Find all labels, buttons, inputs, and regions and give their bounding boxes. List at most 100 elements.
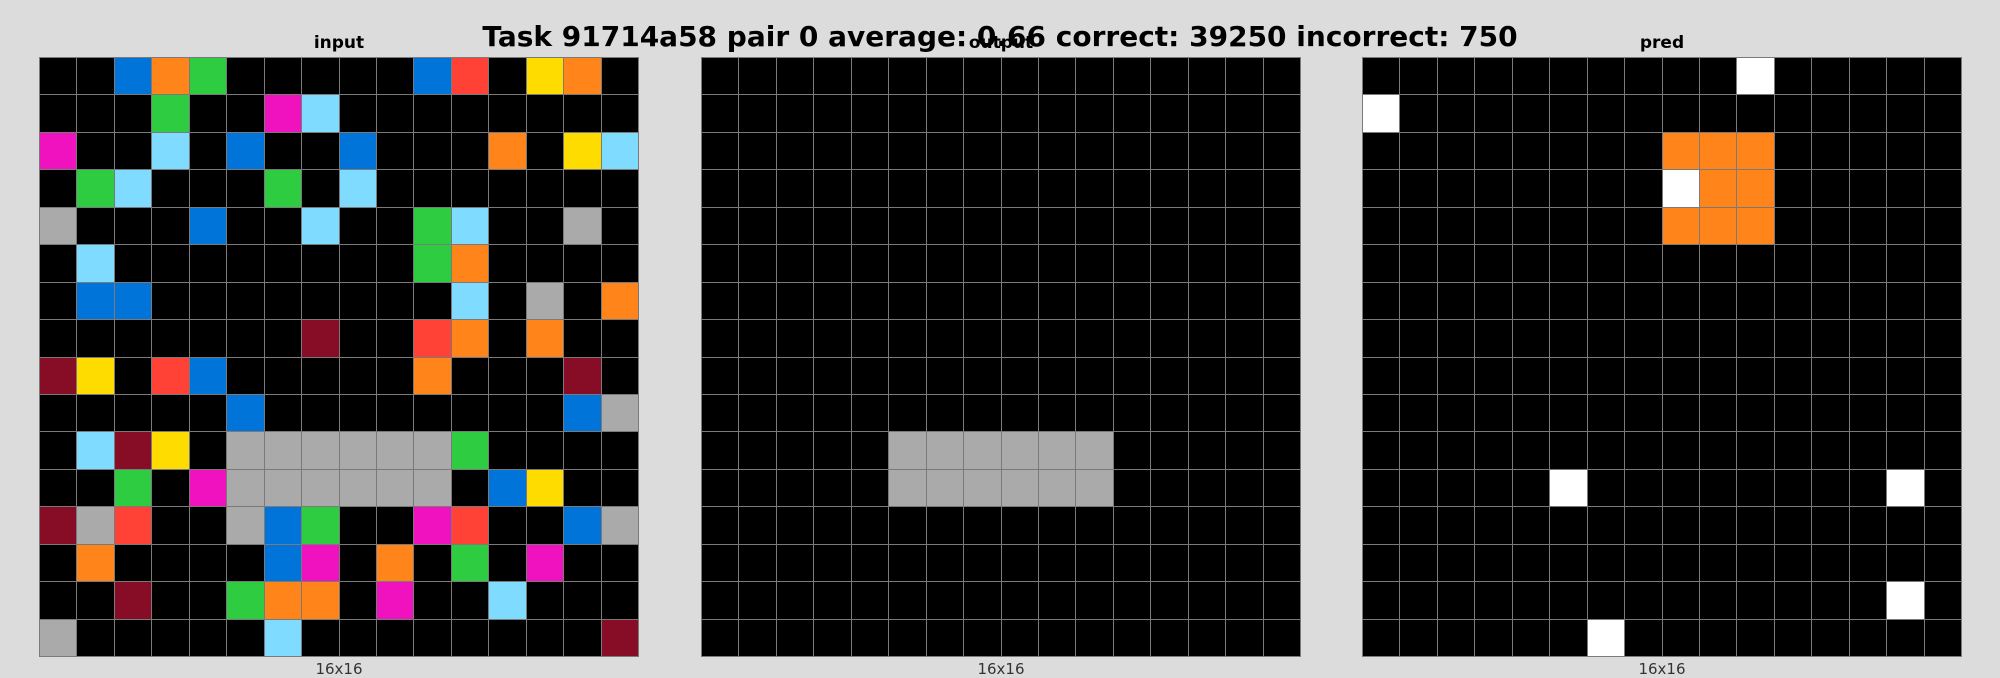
pred-cell: [1587, 469, 1625, 507]
pred-cell: [1363, 320, 1400, 357]
output-cell: [1113, 320, 1151, 357]
output-cell: [1076, 282, 1113, 320]
input-cell: [601, 619, 638, 656]
pred-cell: [1812, 207, 1849, 245]
pred-cell: [1550, 58, 1587, 95]
output-cell: [1113, 507, 1151, 544]
pred-cell: [1812, 58, 1849, 95]
pred-cell: [1812, 432, 1849, 469]
input-cell: [114, 582, 152, 619]
input-cell: [189, 394, 227, 432]
output-cell: [1001, 58, 1038, 95]
output-cell: [964, 132, 1001, 170]
pred-cell: [1625, 282, 1662, 320]
output-cell: [814, 170, 851, 207]
output-cell: [1226, 507, 1263, 544]
pred-cell: [1662, 95, 1699, 132]
output-cell: [889, 132, 926, 170]
input-cell: [227, 394, 264, 432]
input-cell: [339, 170, 376, 207]
input-cell: [564, 469, 601, 507]
output-cell: [889, 544, 926, 582]
pred-cell: [1699, 582, 1737, 619]
pred-cell: [1437, 432, 1475, 469]
pred-cell: [1437, 544, 1475, 582]
input-cell: [152, 58, 189, 95]
pred-cell: [1475, 58, 1512, 95]
output-cell: [1151, 357, 1188, 394]
output-cell: [1226, 320, 1263, 357]
output-cell: [1263, 469, 1300, 507]
input-cell: [114, 394, 152, 432]
input-cell: [302, 170, 339, 207]
pred-cell: [1512, 507, 1550, 544]
output-cell: [1226, 282, 1263, 320]
output-cell: [1076, 432, 1113, 469]
input-cell: [77, 544, 114, 582]
input-cell: [451, 320, 489, 357]
output-cell: [889, 95, 926, 132]
pred-cell: [1512, 282, 1550, 320]
input-cell: [189, 320, 227, 357]
output-cell: [776, 245, 814, 282]
pred-cell: [1550, 132, 1587, 170]
pred-cell: [1699, 469, 1737, 507]
input-cell: [152, 282, 189, 320]
output-cell: [702, 357, 739, 394]
output-cell: [1001, 469, 1038, 507]
output-cell: [776, 619, 814, 656]
pred-cell: [1924, 394, 1961, 432]
input-cell: [152, 132, 189, 170]
output-cell: [814, 245, 851, 282]
input-cell: [114, 544, 152, 582]
input-cell: [264, 245, 302, 282]
input-cell: [376, 357, 414, 394]
pred-cell: [1812, 469, 1849, 507]
input-cell: [227, 544, 264, 582]
pred-cell: [1587, 58, 1625, 95]
output-cell: [739, 207, 776, 245]
pred-cell: [1512, 170, 1550, 207]
pred-cell: [1924, 282, 1961, 320]
input-cell: [264, 320, 302, 357]
output-cell: [1113, 282, 1151, 320]
pred-cell: [1737, 58, 1774, 95]
input-cell: [114, 282, 152, 320]
pred-cell: [1363, 619, 1400, 656]
input-cell: [227, 357, 264, 394]
pred-cell: [1587, 282, 1625, 320]
input-cell: [526, 582, 564, 619]
output-cell: [1076, 170, 1113, 207]
input-cell: [302, 207, 339, 245]
input-cell: [302, 469, 339, 507]
output-cell: [964, 95, 1001, 132]
pred-cell: [1774, 544, 1812, 582]
output-cell: [1263, 245, 1300, 282]
output-cell: [1151, 619, 1188, 656]
input-cell: [227, 132, 264, 170]
pred-cell: [1587, 170, 1625, 207]
output-cell: [1038, 619, 1076, 656]
input-cell: [264, 282, 302, 320]
input-cell: [40, 507, 77, 544]
input-cell: [114, 432, 152, 469]
output-cell: [1188, 58, 1226, 95]
pred-cell: [1437, 132, 1475, 170]
output-cell: [776, 544, 814, 582]
pred-cell: [1475, 469, 1512, 507]
output-cell: [1226, 394, 1263, 432]
output-cell: [1001, 282, 1038, 320]
output-cell: [739, 320, 776, 357]
input-cell: [451, 170, 489, 207]
output-cell: [1001, 619, 1038, 656]
pred-cell: [1699, 357, 1737, 394]
output-cell: [814, 132, 851, 170]
pred-cell: [1363, 95, 1400, 132]
input-cell: [302, 619, 339, 656]
output-cell: [1151, 245, 1188, 282]
output-cell: [1188, 507, 1226, 544]
pred-cell: [1587, 95, 1625, 132]
pred-cell: [1737, 132, 1774, 170]
pred-cell: [1587, 245, 1625, 282]
pred-cell: [1924, 544, 1961, 582]
